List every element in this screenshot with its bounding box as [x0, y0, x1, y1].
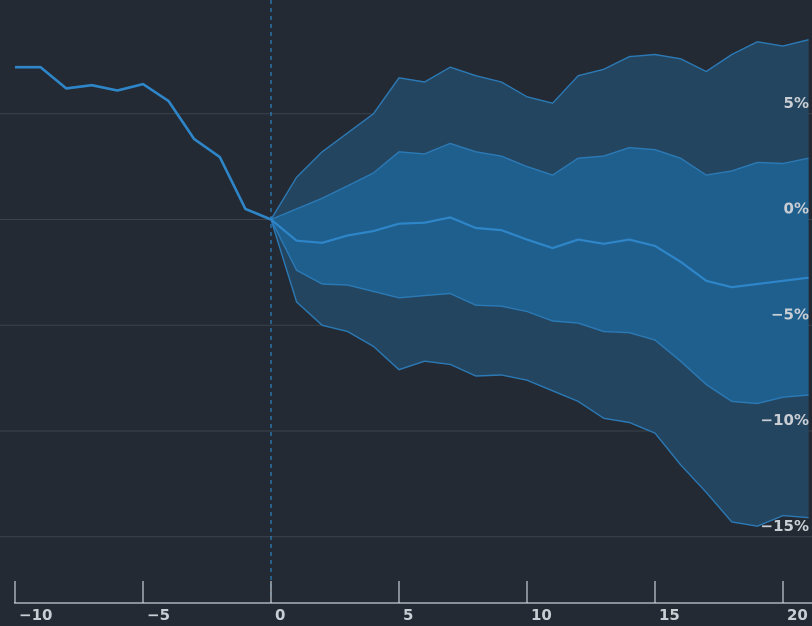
inner-confidence-band — [271, 143, 809, 404]
inner-lower-line — [270, 219, 809, 405]
x-tick-label: 5 — [403, 606, 413, 624]
outer-upper-line — [270, 39, 809, 220]
x-tick-label: 15 — [659, 606, 680, 624]
y-tick-label: −10% — [761, 411, 809, 429]
band-layer — [271, 39, 809, 527]
outer-lower-line — [270, 219, 809, 527]
y-tick-label: 5% — [784, 94, 809, 112]
y-tick-label: 0% — [784, 200, 809, 218]
line-layer — [15, 0, 809, 603]
x-tick-label: 10 — [531, 606, 552, 624]
x-tick-label: −10 — [19, 606, 52, 624]
median-forecast-line — [270, 216, 809, 289]
x-tick-label: 20 — [787, 606, 808, 624]
inner-upper-line — [270, 142, 809, 221]
x-tick-label: 0 — [275, 606, 285, 624]
y-tick-label: −5% — [771, 305, 809, 323]
label-layer: 5% 0% −5% −10% −15% — [761, 94, 809, 535]
x-axis: −10 −5 0 5 10 15 20 — [14, 581, 812, 624]
y-tick-label: −15% — [761, 517, 809, 535]
x-tick-label: −5 — [147, 606, 170, 624]
history-line — [15, 65, 272, 221]
